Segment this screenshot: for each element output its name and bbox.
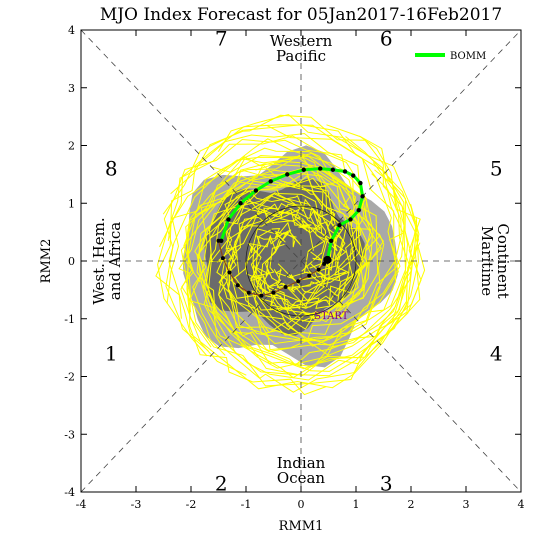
bomm-point xyxy=(219,238,224,243)
observed-point xyxy=(220,256,225,261)
ensemble-member-line xyxy=(159,124,399,342)
phase-number-1: 1 xyxy=(105,341,118,365)
y-tick-label: -2 xyxy=(64,371,75,384)
ensemble-member-line xyxy=(163,138,385,352)
bomm-point xyxy=(285,172,290,177)
bomm-point xyxy=(358,180,363,186)
ensemble-member-line xyxy=(185,154,372,348)
region-label-west-hem-africa: and Africa xyxy=(106,222,124,300)
observed-point xyxy=(283,284,288,289)
phase-number-7: 7 xyxy=(215,27,228,51)
x-tick-label: -2 xyxy=(186,498,197,511)
ensemble-member-line xyxy=(192,124,422,393)
x-tick-label: -4 xyxy=(76,498,87,511)
ensemble-member-line xyxy=(216,203,420,366)
region-label-indian-ocean: Indian xyxy=(277,454,326,472)
bomm-point xyxy=(348,217,353,222)
region-label-maritime-continent: Maritime xyxy=(478,226,496,296)
observed-point xyxy=(271,290,276,295)
y-tick-label: -3 xyxy=(64,428,75,441)
ensemble-member-line xyxy=(197,181,409,377)
bomm-point xyxy=(226,217,231,222)
chart-text: MJO Index Forecast for 05Jan2017-16Feb20… xyxy=(39,5,512,534)
x-axis-label: RMM1 xyxy=(279,519,324,534)
y-tick-label: 4 xyxy=(68,24,75,37)
bomm-point xyxy=(238,201,243,206)
ensemble-member-line xyxy=(227,173,402,351)
y-tick-label: -4 xyxy=(64,486,75,499)
bomm-point xyxy=(360,194,365,199)
observed-point xyxy=(316,267,321,272)
bomm-point xyxy=(268,179,273,184)
axes: -4 -3 -2 -1 0 1 2 3 4 -4 -3 -2 -1 0 1 2 3 4 xyxy=(64,24,524,511)
ensemble-member-line xyxy=(162,124,407,356)
y-tick-label: 1 xyxy=(68,197,75,210)
x-tick-label: 1 xyxy=(353,498,360,511)
ensemble-member-line xyxy=(198,173,419,372)
x-tick-label: 2 xyxy=(408,498,415,511)
region-label-indian-ocean: Ocean xyxy=(277,469,326,487)
phase-number-6: 6 xyxy=(380,27,393,51)
x-tick-label: -3 xyxy=(131,498,142,511)
bomm-point xyxy=(351,173,356,178)
phase-number-3: 3 xyxy=(380,471,393,495)
y-tick-label: 3 xyxy=(68,82,75,95)
ensemble-member-line xyxy=(205,135,414,368)
x-tick-label: 3 xyxy=(463,498,470,511)
observed-point xyxy=(259,293,264,298)
region-label-western-pacific: Western xyxy=(270,32,333,50)
chart-title: MJO Index Forecast for 05Jan2017-16Feb20… xyxy=(100,5,502,25)
bomm-point xyxy=(323,255,332,264)
start-label: START xyxy=(314,311,349,322)
bomm-point xyxy=(301,167,306,172)
phase-boundaries xyxy=(80,29,522,493)
y-axis-label: RMM2 xyxy=(39,239,54,284)
region-label-western-pacific: Pacific xyxy=(276,47,326,65)
x-tick-label: 0 xyxy=(298,498,305,511)
bomm-point xyxy=(329,238,334,243)
ensemble-member-line xyxy=(188,170,421,381)
observed-point xyxy=(235,283,240,288)
y-tick-label: 0 xyxy=(68,255,75,268)
ensemble-member-line xyxy=(228,160,374,331)
ensemble-member-line xyxy=(157,135,373,357)
y-tick-label: 2 xyxy=(68,140,75,153)
bomm-point xyxy=(253,188,259,193)
ensemble-member-line xyxy=(217,113,404,347)
phase-number-4: 4 xyxy=(490,341,503,365)
y-tick-label: -1 xyxy=(64,313,75,326)
unit-circle xyxy=(245,205,357,317)
ensemble-member-tracks xyxy=(155,113,426,396)
bomm-point xyxy=(318,166,323,171)
phase-number-8: 8 xyxy=(105,157,118,181)
bomm-point xyxy=(337,222,342,228)
observed-point xyxy=(246,290,251,295)
x-tick-label: -1 xyxy=(241,498,252,511)
ensemble-member-line xyxy=(178,169,338,396)
x-tick-label: 4 xyxy=(518,498,525,511)
bomm-point xyxy=(356,207,361,213)
observed-point xyxy=(227,270,232,275)
ensemble-member-line xyxy=(180,136,421,387)
observed-point xyxy=(307,273,312,278)
region-label-west-hem-africa: West. Hem. xyxy=(90,217,108,304)
bomm-forecast-track xyxy=(219,166,365,264)
observed-point xyxy=(296,279,301,284)
bomm-point xyxy=(342,169,348,174)
phase-number-2: 2 xyxy=(215,471,228,495)
bomm-point xyxy=(330,167,336,172)
inner-spread-region xyxy=(204,178,365,336)
phase-number-5: 5 xyxy=(490,157,503,181)
region-label-maritime-continent: Continent xyxy=(494,223,512,298)
legend-label-bomm: BOMM xyxy=(450,51,486,62)
